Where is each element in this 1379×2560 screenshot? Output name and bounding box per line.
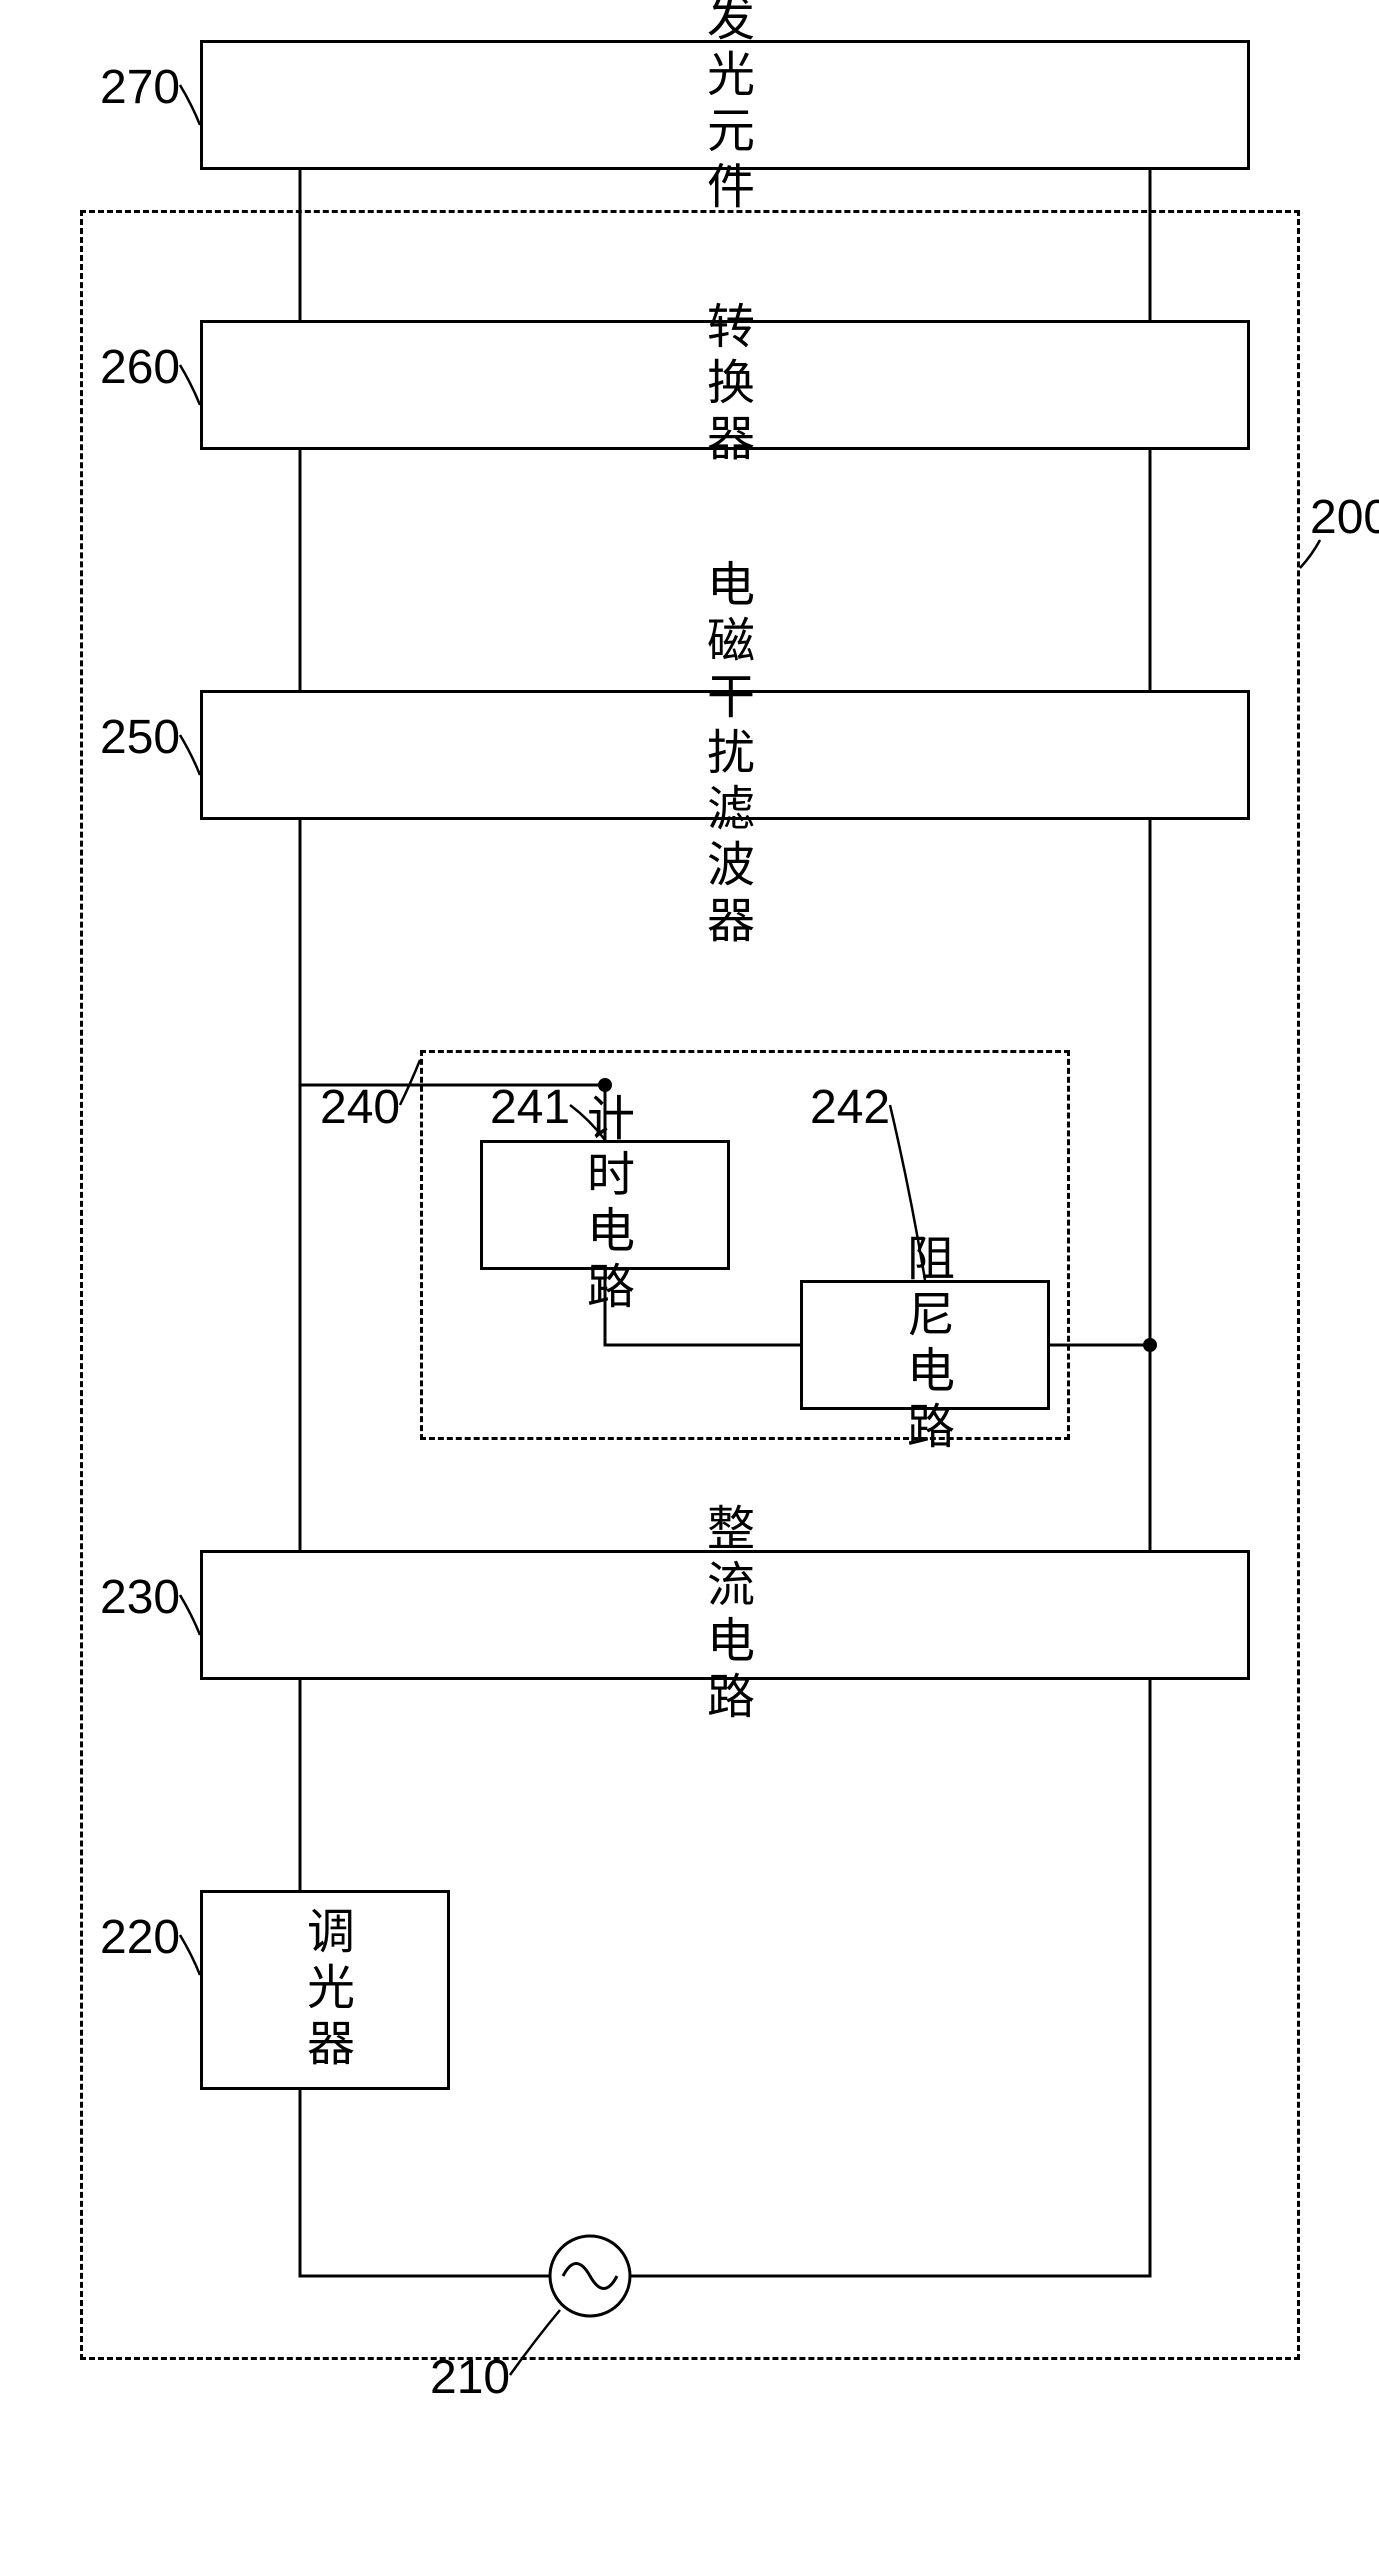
leader-line <box>180 85 200 125</box>
ref-250: 250 <box>100 710 180 765</box>
ref-210: 210 <box>430 2350 510 2405</box>
block-label: 阻尼电路 <box>890 1233 960 1457</box>
block-emi-filter: 电磁干扰滤波器 <box>200 690 1250 820</box>
ref-242: 242 <box>810 1080 890 1135</box>
block-dimmer: 调光器 <box>200 1890 450 2090</box>
ref-241: 241 <box>490 1080 570 1135</box>
ref-240: 240 <box>320 1080 400 1135</box>
block-label: 电磁干扰滤波器 <box>690 559 760 951</box>
block-rectifier: 整流电路 <box>200 1550 1250 1680</box>
block-label: 计时电路 <box>570 1093 640 1317</box>
block-label: 调光器 <box>290 1906 360 2074</box>
block-label: 发光元件 <box>690 0 760 217</box>
ref-260: 260 <box>100 340 180 395</box>
block-label: 整流电路 <box>690 1503 760 1727</box>
ref-220: 220 <box>100 1910 180 1965</box>
block-converter: 转换器 <box>200 320 1250 450</box>
block-timer-circuit: 计时电路 <box>480 1140 730 1270</box>
block-label: 转换器 <box>690 301 760 469</box>
ref-200: 200 <box>1310 490 1379 545</box>
diagram-canvas: 发光元件 转换器 电磁干扰滤波器 计时电路 阻尼电路 整流电路 调光器 270 … <box>0 0 1379 2560</box>
ref-230: 230 <box>100 1570 180 1625</box>
ref-270: 270 <box>100 60 180 115</box>
block-damping-circuit: 阻尼电路 <box>800 1280 1050 1410</box>
block-light-emitting-element: 发光元件 <box>200 40 1250 170</box>
